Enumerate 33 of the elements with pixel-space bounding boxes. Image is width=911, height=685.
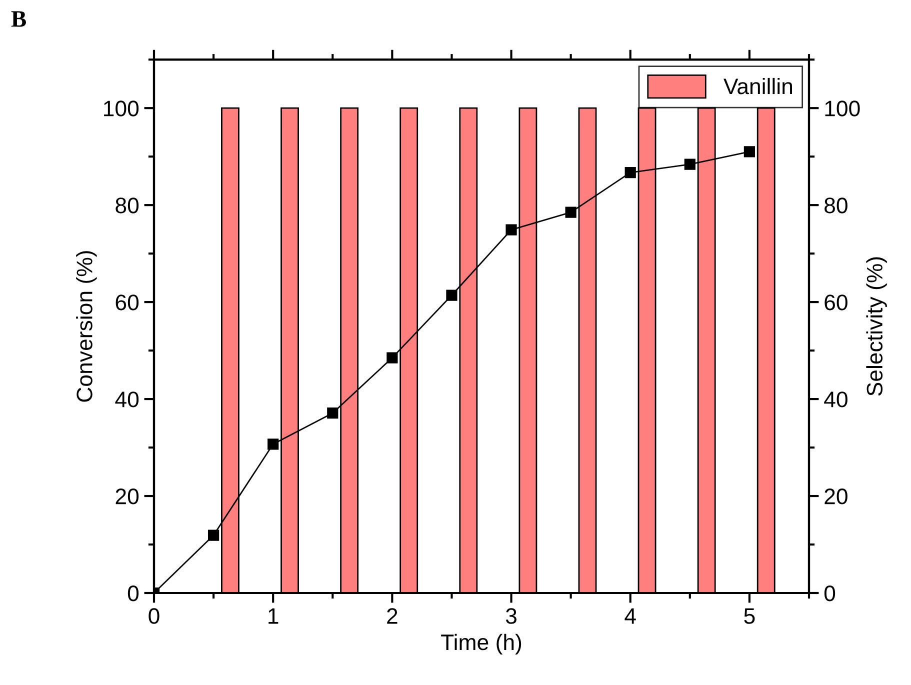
x-axis-title: Time (h) [441, 634, 522, 655]
y2-axis-title: Selectivity (%) [866, 257, 887, 396]
y2-tick-label: 80 [824, 198, 848, 214]
y-tick-label: 100 [104, 100, 139, 116]
y-axis-title: Conversion (%) [76, 251, 97, 402]
text: B [11, 11, 26, 27]
y-tick-label: 20 [116, 488, 139, 504]
legend-label: Vanillin [724, 78, 792, 94]
y2-tick-label: 60 [824, 294, 848, 310]
y-tick-label: 60 [116, 294, 139, 310]
point [327, 408, 338, 419]
x-tick-label: 1 [268, 608, 278, 624]
x-tick-label: 5 [744, 608, 755, 624]
x-tick-label: 2 [387, 608, 398, 624]
y-tick-label: 40 [115, 392, 139, 408]
y-tick-label: 80 [116, 198, 139, 214]
point [684, 158, 696, 170]
point [268, 438, 279, 450]
point [624, 167, 636, 178]
y2-tick-label: 0 [824, 586, 836, 602]
point [744, 146, 756, 158]
point [565, 206, 576, 218]
x-tick-label: 4 [624, 608, 636, 624]
y2-tick-label: 20 [824, 488, 848, 504]
point [446, 290, 458, 301]
point [386, 352, 398, 364]
y2-tick-label: 40 [824, 392, 848, 408]
x-tick-label: 0 [148, 608, 160, 624]
x-tick-label: 3 [506, 608, 516, 624]
point [208, 530, 220, 541]
y-tick-label: 0 [128, 586, 139, 602]
y2-tick-label: 100 [825, 100, 860, 116]
point [506, 224, 517, 236]
